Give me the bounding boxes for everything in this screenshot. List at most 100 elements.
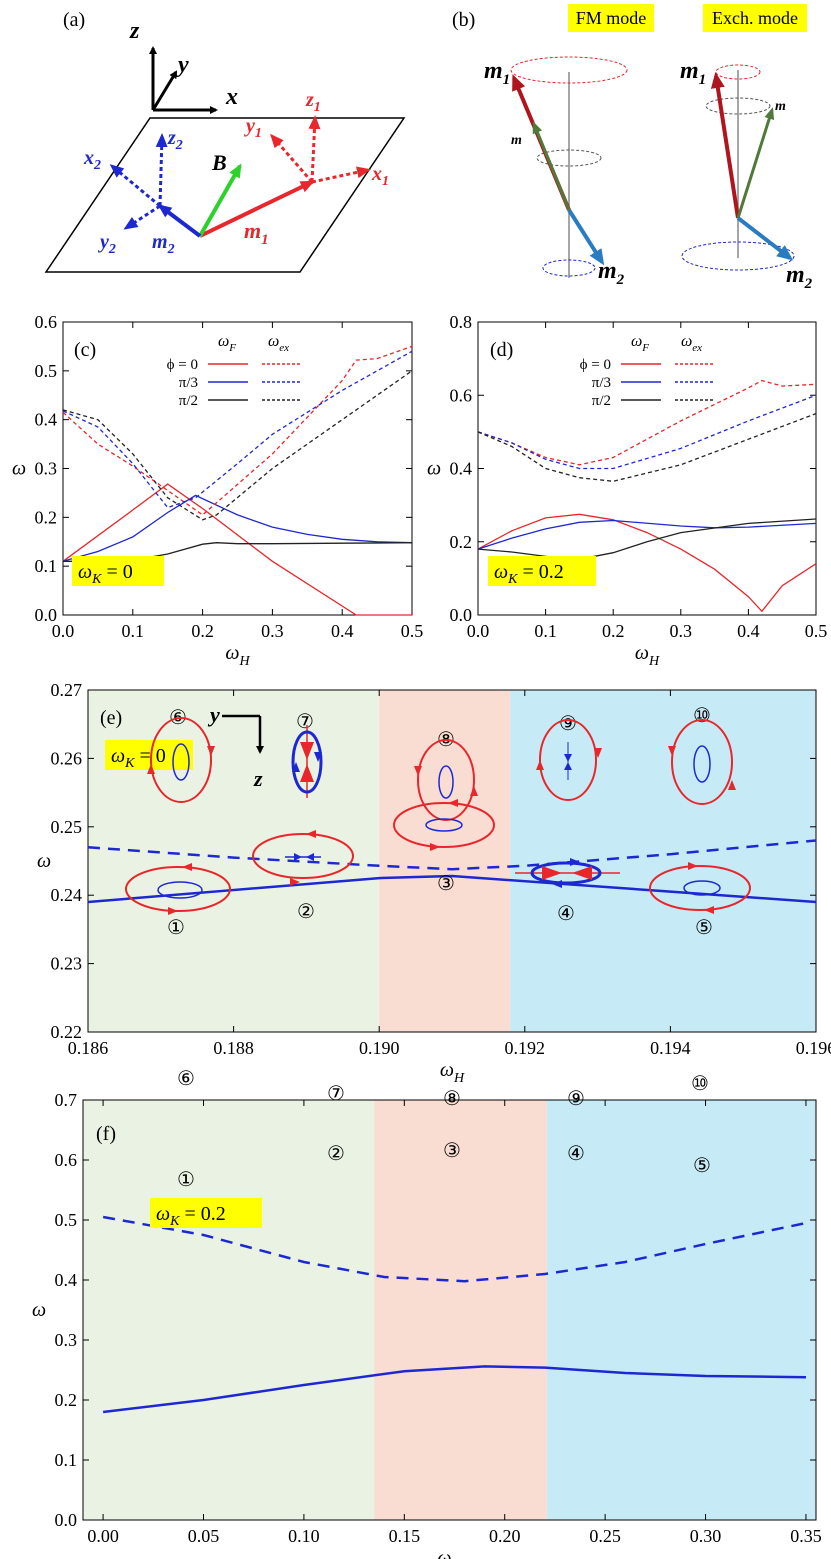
fm-mode-highlight [568,4,654,32]
x-tick-label: 0.25 [589,1526,621,1546]
x-tick-label: 0.20 [489,1526,521,1546]
y-axis-label: ω [32,1299,46,1321]
panel-a: (a) z y x m1 x1 z1 y1 B x2 z2 y2 m2 [44,9,406,273]
x-tick-label: 0.30 [690,1526,722,1546]
z2-label: z2 [167,127,183,153]
y-tick-label: 0.6 [35,312,58,332]
y-tick-label: 0.2 [55,1390,78,1410]
mode-label-5: ⑤ [693,1155,711,1177]
x-tick-label: 0.3 [261,621,284,641]
z1-label: z1 [305,89,321,115]
x-tick-label: 0.2 [191,621,214,641]
mode-label-2: ② [297,901,315,923]
series-line-1 [102,1365,807,1414]
mode-label-4: ④ [557,903,575,925]
y-tick-label: 0.26 [51,748,83,768]
x-tick-label: 0.05 [188,1526,220,1546]
mode-label-5: ⑤ [695,917,713,939]
x-tick-label: 0.2 [602,621,625,641]
e-z-axis-label: z [253,766,263,791]
fm-m2-label: m2 [598,258,625,288]
x-tick-label: 0.1 [534,621,557,641]
x-tick-label: 0.35 [790,1526,822,1546]
chart-c: 0.0 0.1 0.2 0.3 0.4 0.5 0.0 0.1 0.2 0.3 0.4 0.5 0.6 ω… [12,312,423,669]
y2-label: y2 [98,231,116,257]
series-line-1 [62,483,412,616]
x-tick-label: 0.4 [737,621,760,641]
y-tick-label: 0.3 [55,1330,78,1350]
mode-sketches-e: y z [125,702,751,915]
x2-label: x2 [83,147,101,173]
exch-m2-label: m2 [786,262,813,292]
x-axis-label: ωH [225,642,250,669]
chart-e: 0.186 0.188 0.190 0.192 0.194 0.196 0.22 0.23 0.… [37,680,831,1086]
annotation-text: ωK = 0.2 [156,1203,226,1229]
y-tick-label: 0.23 [51,954,83,974]
legend-row-label: π/2 [179,393,198,409]
mode-label-10: ⑩ [693,705,711,727]
m1-label: m1 [244,218,269,248]
mode-label-1: ① [167,917,185,939]
x-tick-label: 0.0 [52,621,75,641]
annotation-highlight [150,1198,262,1228]
mode-label-6: ⑥ [177,1068,195,1090]
mode-label-7: ⑦ [327,1083,345,1105]
mode-label-3: ③ [437,873,455,895]
x-tick-label: 0.5 [805,621,828,641]
x-axis-label: ωH [635,642,660,669]
x-tick-label: 0.190 [359,1038,400,1058]
x-tick-label: 0.0 [467,621,490,641]
y-tick-label: 0.2 [35,507,58,527]
panel-label: (f) [96,1123,116,1145]
region-2 [379,690,511,1032]
axis-z-label: z [129,18,140,44]
y-tick-label: 0.0 [35,605,58,625]
legend-row-label: π/3 [592,375,611,391]
series-line-6 [62,370,413,521]
mode-label-2: ② [327,1143,345,1165]
series-line-6 [477,412,817,482]
y-tick-label: 0.4 [55,1270,78,1290]
annotation-text: ωK = 0.2 [494,561,564,587]
x-axis-label: ωH [437,1547,462,1559]
legend-header-f: ωF [218,333,236,354]
x-tick-label: 0.192 [505,1038,546,1058]
exch-m-label: m [775,99,786,114]
m2-label: m2 [152,231,175,257]
b-field-label: B [211,150,227,175]
y-tick-label: 0.5 [35,361,58,381]
exch-mode-label: Exch. mode [712,8,798,28]
y-axis-label: ω [12,458,26,480]
y-axis-label: ω [37,850,51,872]
region-3 [510,690,816,1032]
chart-d: 0.0 0.1 0.2 0.3 0.4 0.5 0.0 0.2 0.4 0.6 0.8 ωH ω (d) ω… [427,312,827,669]
fm-m1-label: m1 [484,58,510,88]
panel-b: (b) FM mode Exch. mode m1 m m2 m1 m m2 [452,4,813,292]
e-y-axis-label: y [207,702,220,727]
series-line-2 [87,839,817,871]
annotation-text: ωK = 0 [78,561,133,587]
y-tick-label: 0.1 [55,1450,78,1470]
legend-row-label: π/2 [592,393,611,409]
region-2 [374,1100,547,1520]
panel-label: (d) [490,339,513,361]
y-tick-label: 0.1 [35,556,58,576]
panel-label: (c) [74,339,96,361]
series-line-2 [102,1215,807,1283]
y-tick-label: 0.27 [51,680,83,700]
y-axis-label: ω [427,458,441,480]
series-line-4 [62,345,413,516]
mode-label-9: ⑨ [559,713,577,735]
y-tick-label: 0.2 [450,532,473,552]
mode-label-1: ① [177,1169,195,1191]
x-tick-label: 0.5 [401,621,424,641]
x-tick-label: 0.3 [670,621,693,641]
y-tick-label: 0.8 [450,312,473,332]
legend-row-label: ϕ = 0 [580,357,611,373]
x-axis-label: ωH [440,1059,465,1086]
annotation-text: ωK = 0 [111,745,166,771]
x-tick-label: 0.10 [288,1526,320,1546]
fm-m-label: m [511,133,522,148]
x-tick-label: 0.188 [213,1038,254,1058]
x1-label: x1 [371,163,389,189]
